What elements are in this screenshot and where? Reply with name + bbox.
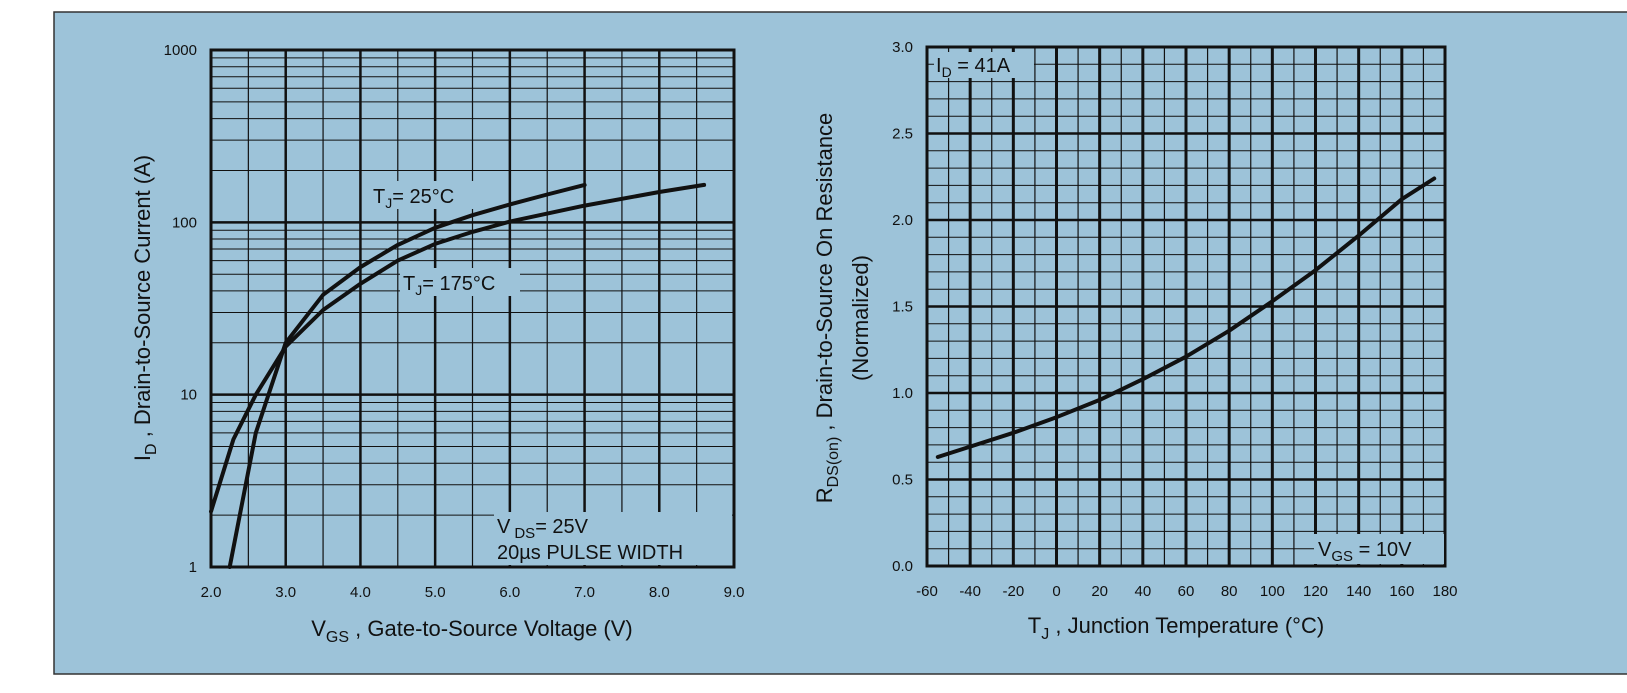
- chart2-y-tick-label: 1.0: [892, 385, 913, 402]
- chart2-x-tick-label: -40: [959, 583, 981, 600]
- on-resistance-vs-temperature-chart: -60 -40 -20 0 20 40 60 80 100 120 140 160 180 0.0 0.5…: [812, 39, 1458, 643]
- chart2-x-tick-label: 160: [1389, 583, 1414, 600]
- chart1-x-tick-label: 7.0: [574, 584, 595, 601]
- transfer-characteristics-chart: 2.0 3.0 4.0 5.0 6.0 7.0 8.0 9.0 1 10 100 1000 VGS …: [130, 42, 744, 646]
- chart1-annotation-bg: [494, 512, 732, 565]
- chart1-x-tick-labels: 2.0 3.0 4.0 5.0 6.0 7.0 8.0 9.0: [201, 584, 745, 601]
- chart2-x-tick-label: 40: [1134, 583, 1151, 600]
- chart1-y-tick-label: 1: [189, 559, 197, 576]
- chart1-y-tick-label: 1000: [164, 42, 197, 59]
- series-line-tj-25c: [227, 182, 587, 569]
- chart2-y-tick-labels: 0.0 0.5 1.0 1.5 2.0 2.5 3.0: [892, 39, 913, 575]
- chart1-x-axis-label: VGS , Gate-to-Source Voltage (V): [311, 616, 633, 646]
- chart1-x-tick-label: 3.0: [275, 584, 296, 601]
- chart1-x-tick-label: 8.0: [649, 584, 670, 601]
- chart1-series-label-25: TJ= 25°C: [373, 186, 454, 211]
- chart2-y-tick-label: 1.5: [892, 299, 913, 316]
- chart2-series: [935, 176, 1437, 459]
- chart2-x-tick-label: 140: [1346, 583, 1371, 600]
- chart2-y-axis-label-line2: (Normalized): [848, 255, 873, 381]
- chart2-x-tick-label: 100: [1260, 583, 1285, 600]
- chart1-x-tick-label: 6.0: [499, 584, 520, 601]
- chart1-y-tick-label: 10: [180, 387, 197, 404]
- chart1-label-175-bg: [400, 268, 520, 296]
- chart1-grid: [211, 50, 734, 567]
- chart2-x-axis-label: TJ , Junction Temperature (°C): [1028, 613, 1324, 643]
- chart2-x-tick-label: 120: [1303, 583, 1328, 600]
- chart1-y-axis-label: ID , Drain-to-Source Current (A): [130, 155, 160, 461]
- chart1-series-label-175: TJ= 175°C: [403, 273, 495, 298]
- chart1-series: [209, 182, 707, 569]
- chart2-id-annotation: ID = 41A: [936, 55, 1011, 80]
- chart2-x-tick-label: 20: [1091, 583, 1108, 600]
- chart2-x-tick-label: -20: [1002, 583, 1024, 600]
- chart2-y-tick-label: 3.0: [892, 39, 913, 56]
- chart1-annotation-vds: V DS= 25V: [497, 516, 589, 542]
- chart2-vgs-annotation-bg: [1314, 534, 1444, 564]
- chart1-label-25-bg: [370, 181, 480, 209]
- chart1-y-tick-labels: 1 10 100 1000: [164, 42, 197, 576]
- chart1-annotation-pulse: 20µs PULSE WIDTH: [497, 542, 683, 564]
- chart2-y-tick-label: 2.5: [892, 126, 913, 143]
- chart2-x-tick-label: -60: [916, 583, 938, 600]
- chart2-x-tick-labels: -60 -40 -20 0 20 40 60 80 100 120 140 160 180: [916, 583, 1457, 600]
- chart1-x-tick-label: 4.0: [350, 584, 371, 601]
- chart2-x-tick-label: 60: [1178, 583, 1195, 600]
- chart2-x-tick-label: 180: [1432, 583, 1457, 600]
- series-line-tj-175c: [209, 182, 707, 514]
- chart2-vgs-annotation: VGS = 10V: [1318, 539, 1412, 565]
- series-line-rdson: [935, 176, 1437, 459]
- chart2-id-annotation-bg: [934, 52, 1034, 78]
- chart2-x-tick-label: 0: [1052, 583, 1060, 600]
- chart1-x-tick-label: 9.0: [724, 584, 745, 601]
- chart2-y-tick-label: 0.5: [892, 472, 913, 489]
- chart1-x-tick-label: 2.0: [201, 584, 222, 601]
- chart1-x-tick-label: 5.0: [425, 584, 446, 601]
- chart2-y-tick-label: 0.0: [892, 558, 913, 575]
- chart2-y-axis-label: RDS(on) , Drain-to-Source On Resistance: [812, 113, 842, 504]
- chart1-y-tick-label: 100: [172, 214, 197, 231]
- chart2-x-tick-label: 80: [1221, 583, 1238, 600]
- chart2-y-tick-label: 2.0: [892, 212, 913, 229]
